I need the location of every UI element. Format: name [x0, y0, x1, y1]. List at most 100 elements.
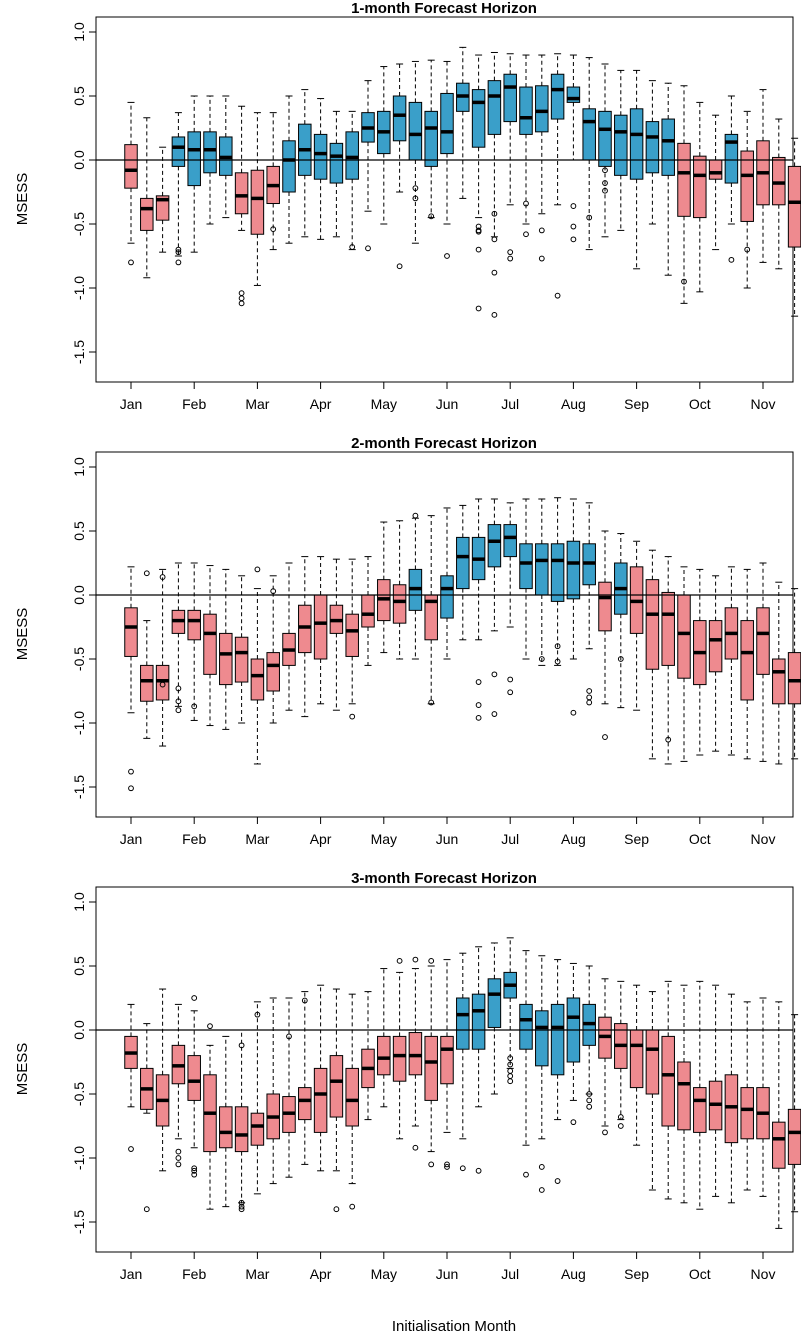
outlier-point: [238, 1203, 245, 1210]
panel-title: 2-month Forecast Horizon: [351, 435, 537, 452]
box-36: [677, 566, 691, 762]
box-19: [408, 517, 423, 660]
box-iqr: [408, 1032, 423, 1076]
box-27: [535, 955, 549, 1140]
outlier-point: [586, 694, 593, 701]
outlier-point: [191, 1167, 198, 1174]
outlier-point: [175, 246, 182, 253]
box-20: [424, 515, 438, 705]
outlier-point: [191, 703, 198, 710]
outlier-point: [665, 736, 672, 743]
box-28: [550, 497, 565, 666]
box-25: [503, 53, 517, 206]
outlier-point: [128, 259, 134, 266]
box-11: [282, 562, 296, 711]
outlier-point: [586, 699, 593, 706]
box-iqr: [503, 524, 517, 558]
box-29: [566, 54, 581, 161]
box-iqr: [234, 172, 249, 215]
box-41: [756, 997, 770, 1197]
box-iqr: [661, 591, 675, 666]
box-iqr: [614, 114, 628, 176]
box-iqr: [693, 1087, 707, 1133]
box-iqr: [298, 604, 312, 654]
box-24: [487, 51, 502, 238]
outlier-point: [681, 278, 687, 285]
box-iqr: [377, 1035, 391, 1076]
x-tick-label: Jun: [436, 831, 459, 847]
box-12: [298, 556, 312, 718]
x-tick-label: Jul: [501, 1266, 519, 1282]
box-1: [124, 1003, 138, 1108]
box-28: [550, 959, 565, 1121]
outlier-point: [128, 768, 134, 775]
box-iqr: [155, 195, 170, 221]
box-5: [187, 95, 201, 253]
outlier-point: [538, 255, 545, 262]
box-41: [756, 89, 770, 263]
box-iqr: [219, 632, 233, 686]
box-iqr: [250, 169, 265, 235]
panel-3: 3-month Forecast Horizon 1.0 0.5 0.0 -0.5 -1.…: [14, 870, 801, 1282]
box-42: [772, 118, 786, 270]
box-31: [598, 530, 612, 705]
box-38: [708, 984, 723, 1197]
outlier-point: [175, 249, 182, 256]
box-iqr: [392, 1035, 407, 1082]
box-iqr: [203, 613, 217, 675]
box-iqr: [566, 540, 581, 600]
x-tick-label: May: [371, 1266, 397, 1282]
box-iqr: [724, 133, 739, 184]
outlier-point: [570, 709, 577, 716]
box-3: [155, 568, 170, 747]
box-32: [614, 69, 628, 231]
box-36: [677, 85, 691, 304]
box-43: [787, 588, 801, 760]
plot-frame: [95, 451, 794, 818]
y-tick-label: -0.5: [71, 647, 87, 671]
outlier-point: [349, 1203, 356, 1210]
outlier-point: [538, 656, 545, 662]
box-iqr: [550, 543, 565, 602]
x-tick-label: Mar: [245, 1266, 269, 1282]
box-iqr: [329, 142, 344, 184]
box-21: [440, 60, 454, 225]
outlier-point: [128, 785, 134, 792]
outlier-point: [428, 1161, 435, 1168]
outlier-point: [491, 236, 498, 243]
outlier-point: [349, 713, 356, 720]
box-6: [203, 565, 217, 727]
box-21: [440, 959, 454, 1133]
box-iqr: [124, 607, 138, 657]
box-13: [313, 984, 328, 1172]
box-2: [140, 1023, 154, 1114]
box-iqr: [645, 579, 660, 670]
outlier-point: [191, 1171, 198, 1178]
x-tick-label: Jun: [436, 396, 459, 412]
y-tick-label: -1.0: [71, 276, 87, 300]
outlier-point: [270, 226, 277, 233]
outlier-point: [475, 702, 482, 708]
box-15: [345, 110, 359, 251]
outlier-point: [191, 995, 198, 1001]
box-4: [171, 1003, 186, 1140]
box-11: [282, 95, 296, 244]
box-iqr: [282, 140, 296, 193]
box-2: [140, 620, 154, 739]
outlier-point: [365, 245, 371, 252]
outlier-point: [207, 1023, 213, 1030]
box-22: [456, 504, 470, 641]
outlier-point: [586, 1103, 593, 1110]
outlier-point: [554, 643, 561, 650]
box-iqr: [219, 1106, 233, 1149]
box-16: [361, 556, 375, 666]
box-6: [203, 95, 217, 225]
box-26: [519, 54, 533, 225]
outlier-point: [507, 249, 514, 256]
box-iqr: [471, 993, 486, 1050]
outlier-point: [554, 292, 561, 299]
outlier-point: [507, 1061, 514, 1068]
box-iqr: [187, 131, 201, 187]
box-15: [345, 558, 359, 705]
outlier-point: [570, 203, 577, 209]
